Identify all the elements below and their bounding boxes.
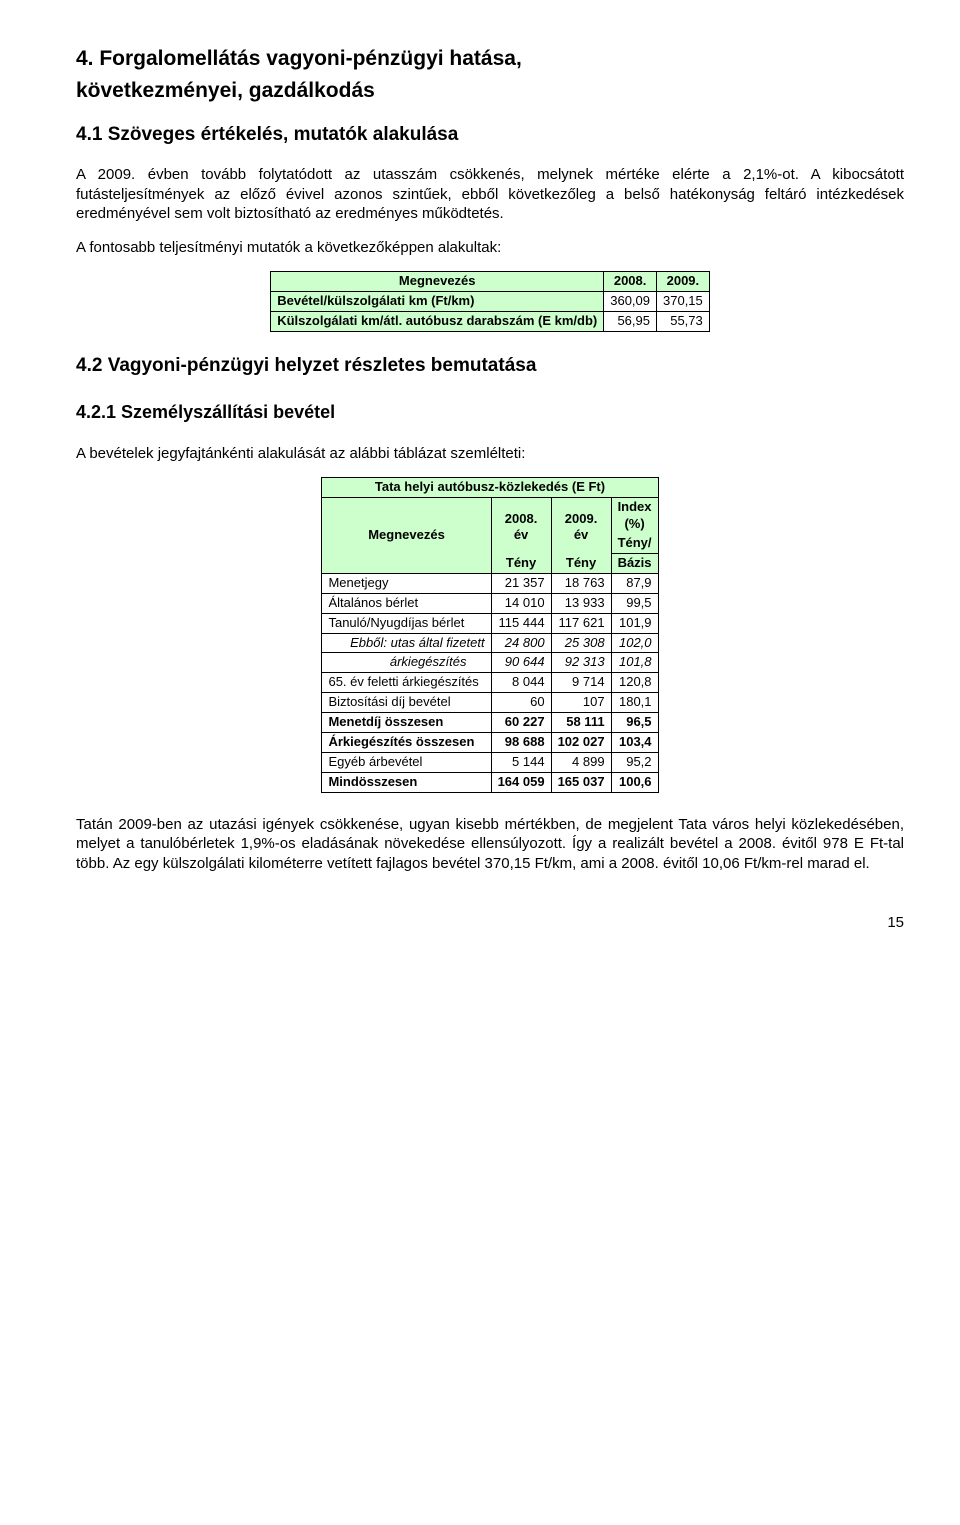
row-value-2008: 14 010: [491, 593, 551, 613]
col-sub-teny-1: Tény: [491, 554, 551, 574]
table-title: Tata helyi autóbusz-közlekedés (E Ft): [322, 478, 658, 498]
row-value-index: 87,9: [611, 573, 658, 593]
col-header-2009: 2009. év: [551, 498, 611, 554]
row-value-2009: 9 714: [551, 673, 611, 693]
row-label: Menetdíj összesen: [322, 713, 491, 733]
row-value-2009: 107: [551, 693, 611, 713]
row-value-2009: 165 037: [551, 772, 611, 792]
row-value-index: 102,0: [611, 633, 658, 653]
page-number: 15: [76, 913, 904, 933]
col-sub-bazis: Bázis: [611, 554, 658, 574]
row-value-2009: 58 111: [551, 713, 611, 733]
row-value-index: 96,5: [611, 713, 658, 733]
table-row: Ebből: utas által fizetett24 80025 30810…: [322, 633, 658, 653]
table-row: árkiegészítés90 64492 313101,8: [322, 653, 658, 673]
row-label: Biztosítási díj bevétel: [322, 693, 491, 713]
row-value-2008: 90 644: [491, 653, 551, 673]
row-value-2008: 5 144: [491, 752, 551, 772]
table-row: Tanuló/Nyugdíjas bérlet115 444117 621101…: [322, 613, 658, 633]
row-value-2008: 98 688: [491, 733, 551, 753]
row-value-2009: 370,15: [657, 292, 710, 312]
col-sub-teny-2: Tény: [551, 554, 611, 574]
paragraph-4: Tatán 2009-ben az utazási igények csökke…: [76, 815, 904, 874]
heading-1-line-a: 4. Forgalomellátás vagyoni-pénzügyi hatá…: [76, 46, 904, 72]
col-header-2008: 2008.: [604, 272, 657, 292]
heading-1-line-b: következményei, gazdálkodás: [76, 78, 904, 104]
col-header-2008: 2008. év: [491, 498, 551, 554]
row-value-index: 101,8: [611, 653, 658, 673]
paragraph-3: A bevételek jegyfajtánkénti alakulását a…: [76, 444, 904, 464]
col-header-megnevezes: Megnevezés: [271, 272, 604, 292]
year-2009-top: 2009.: [565, 511, 598, 526]
col-header-megnevezes: Megnevezés: [322, 498, 491, 574]
col-header-teny-bazis: Tény/: [611, 534, 658, 553]
table-row: Bevétel/külszolgálati km (Ft/km)360,0937…: [271, 292, 710, 312]
row-value-index: 120,8: [611, 673, 658, 693]
year-2009-bot: év: [574, 527, 588, 542]
table-header-row: Megnevezés 2008. év 2009. év Index (%): [322, 498, 658, 534]
row-label: Árkiegészítés összesen: [322, 733, 491, 753]
table-row: Külszolgálati km/átl. autóbusz darabszám…: [271, 311, 710, 331]
row-label: Általános bérlet: [322, 593, 491, 613]
row-value-index: 180,1: [611, 693, 658, 713]
row-value-2008: 115 444: [491, 613, 551, 633]
row-label: árkiegészítés: [322, 653, 491, 673]
row-value-2008: 24 800: [491, 633, 551, 653]
table-title-row: Tata helyi autóbusz-közlekedés (E Ft): [322, 478, 658, 498]
row-value-2008: 60 227: [491, 713, 551, 733]
heading-2-section-4-2: 4.2 Vagyoni-pénzügyi helyzet részletes b…: [76, 354, 904, 379]
row-value-2008: 56,95: [604, 311, 657, 331]
index-pct: (%): [624, 516, 644, 531]
row-value-2009: 117 621: [551, 613, 611, 633]
paragraph-2: A fontosabb teljesítményi mutatók a köve…: [76, 238, 904, 258]
row-label: Mindösszesen: [322, 772, 491, 792]
row-label: Egyéb árbevétel: [322, 752, 491, 772]
row-value-2009: 4 899: [551, 752, 611, 772]
row-label: Bevétel/külszolgálati km (Ft/km): [271, 292, 604, 312]
ticket-revenue-table: Tata helyi autóbusz-közlekedés (E Ft) Me…: [321, 477, 658, 792]
row-value-index: 103,4: [611, 733, 658, 753]
row-value-2009: 18 763: [551, 573, 611, 593]
row-value-2009: 25 308: [551, 633, 611, 653]
row-value-2009: 92 313: [551, 653, 611, 673]
row-value-2008: 164 059: [491, 772, 551, 792]
row-label: 65. év feletti árkiegészítés: [322, 673, 491, 693]
col-header-index: Index (%): [611, 498, 658, 534]
table-row: 65. év feletti árkiegészítés8 0449 71412…: [322, 673, 658, 693]
table-row: Menetdíj összesen60 22758 11196,5: [322, 713, 658, 733]
performance-indicators-table: Megnevezés 2008. 2009. Bevétel/külszolgá…: [270, 271, 710, 332]
row-value-index: 101,9: [611, 613, 658, 633]
table-row: Általános bérlet14 01013 93399,5: [322, 593, 658, 613]
row-value-2008: 360,09: [604, 292, 657, 312]
row-value-index: 99,5: [611, 593, 658, 613]
year-2008-bot: év: [514, 527, 528, 542]
row-value-2009: 102 027: [551, 733, 611, 753]
table-row: Árkiegészítés összesen98 688102 027103,4: [322, 733, 658, 753]
table-row: Egyéb árbevétel5 1444 89995,2: [322, 752, 658, 772]
row-value-index: 95,2: [611, 752, 658, 772]
row-label: Ebből: utas által fizetett: [322, 633, 491, 653]
table-header-row: Megnevezés 2008. 2009.: [271, 272, 710, 292]
row-label: Menetjegy: [322, 573, 491, 593]
row-label: Külszolgálati km/átl. autóbusz darabszám…: [271, 311, 604, 331]
col-header-2009: 2009.: [657, 272, 710, 292]
row-value-2008: 8 044: [491, 673, 551, 693]
heading-2-section-4-1: 4.1 Szöveges értékelés, mutatók alakulás…: [76, 123, 904, 148]
table-row: Mindösszesen164 059165 037100,6: [322, 772, 658, 792]
row-value-index: 100,6: [611, 772, 658, 792]
row-value-2008: 60: [491, 693, 551, 713]
row-value-2008: 21 357: [491, 573, 551, 593]
table-row: Menetjegy21 35718 76387,9: [322, 573, 658, 593]
heading-3-section-4-2-1: 4.2.1 Személyszállítási bevétel: [76, 401, 904, 424]
index-top: Index: [618, 499, 652, 514]
row-value-2009: 55,73: [657, 311, 710, 331]
row-value-2009: 13 933: [551, 593, 611, 613]
row-label: Tanuló/Nyugdíjas bérlet: [322, 613, 491, 633]
year-2008-top: 2008.: [505, 511, 538, 526]
paragraph-1: A 2009. évben tovább folytatódott az uta…: [76, 165, 904, 224]
table-row: Biztosítási díj bevétel60107180,1: [322, 693, 658, 713]
